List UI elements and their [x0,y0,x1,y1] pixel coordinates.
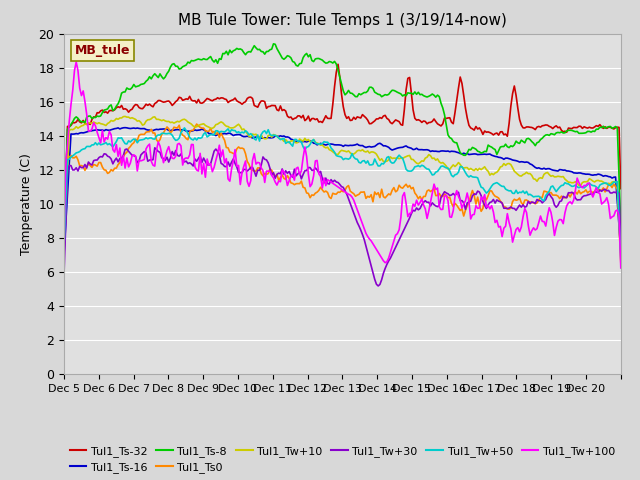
Tul1_Tw+10 [350,151,358,157]
Tul1_Tw+50 [550,186,558,192]
Line: Tul1_Ts0: Tul1_Ts0 [64,124,621,263]
Tul1_Tw+100 [60,238,68,244]
Tul1_Tw+10 [142,118,150,124]
Tul1_Ts-16 [454,150,462,156]
Line: Tul1_Tw+100: Tul1_Tw+100 [64,62,621,268]
Tul1_Tw+50 [350,154,358,160]
Title: MB Tule Tower: Tule Temps 1 (3/19/14-now): MB Tule Tower: Tule Temps 1 (3/19/14-now… [178,13,507,28]
Tul1_Tw+10 [519,172,527,178]
Tul1_Ts-8 [140,81,148,86]
Tul1_Ts-32 [140,104,148,109]
Tul1_Tw+30 [374,283,382,289]
Tul1_Tw+50 [519,188,527,194]
Line: Tul1_Tw+10: Tul1_Tw+10 [64,117,621,252]
Text: MB_tule: MB_tule [75,44,131,57]
Tul1_Ts-8 [60,224,68,229]
Line: Tul1_Ts-16: Tul1_Ts-16 [64,128,621,254]
Tul1_Tw+30 [350,210,358,216]
Tul1_Ts-32 [461,105,469,111]
Tul1_Tw+10 [461,165,469,170]
Tul1_Tw+30 [456,198,464,204]
Tul1_Ts0 [461,207,469,213]
Tul1_Ts-16 [60,251,68,257]
Tul1_Ts-16 [461,151,469,157]
Tul1_Tw+100 [72,59,80,65]
Tul1_Ts-32 [519,125,527,131]
Tul1_Ts-8 [454,145,462,151]
Tul1_Tw+50 [617,256,625,262]
Tul1_Tw+50 [180,125,188,131]
Tul1_Tw+100 [617,265,625,271]
Legend: Tul1_Ts-32, Tul1_Ts-16, Tul1_Ts-8, Tul1_Ts0, Tul1_Tw+10, Tul1_Tw+30, Tul1_Tw+50,: Tul1_Ts-32, Tul1_Ts-16, Tul1_Ts-8, Tul1_… [65,441,620,478]
Tul1_Ts-8 [550,132,558,138]
Tul1_Tw+50 [140,136,148,142]
Tul1_Tw+10 [60,250,68,255]
Line: Tul1_Tw+30: Tul1_Tw+30 [64,148,621,286]
Tul1_Ts-32 [617,186,625,192]
Tul1_Ts-8 [350,92,358,98]
Tul1_Tw+30 [521,204,529,210]
Tul1_Tw+50 [461,170,469,176]
Tul1_Ts-16 [550,168,558,173]
Tul1_Ts-16 [519,159,527,165]
Tul1_Ts0 [193,121,200,127]
Tul1_Tw+30 [140,149,148,155]
Tul1_Tw+100 [519,214,527,220]
Tul1_Ts0 [454,205,462,211]
Tul1_Ts0 [140,132,148,137]
Line: Tul1_Ts-32: Tul1_Ts-32 [64,64,621,252]
Tul1_Ts-8 [519,139,527,144]
Tul1_Ts-16 [617,248,625,254]
Tul1_Ts-32 [350,114,358,120]
Tul1_Tw+10 [550,174,558,180]
Tul1_Tw+30 [60,273,68,278]
Tul1_Tw+10 [454,160,462,166]
Tul1_Ts-16 [350,142,358,148]
Line: Tul1_Tw+50: Tul1_Tw+50 [64,128,621,259]
Tul1_Ts-32 [60,250,68,255]
Tul1_Ts-8 [269,41,277,47]
Tul1_Ts-32 [550,124,558,130]
Tul1_Tw+30 [463,200,471,206]
Y-axis label: Temperature (C): Temperature (C) [20,153,33,255]
Tul1_Ts0 [60,239,68,244]
Tul1_Tw+30 [552,204,560,210]
Tul1_Ts-16 [121,125,129,131]
Tul1_Ts-8 [461,153,469,158]
Tul1_Tw+10 [617,244,625,250]
Tul1_Ts-8 [617,223,625,229]
Tul1_Ts0 [519,202,527,208]
Tul1_Tw+30 [151,145,159,151]
Tul1_Tw+10 [121,114,129,120]
Tul1_Tw+100 [350,197,358,203]
Tul1_Tw+100 [142,146,150,152]
Tul1_Ts0 [350,191,358,197]
Tul1_Tw+30 [617,237,625,242]
Tul1_Ts-32 [454,85,462,91]
Tul1_Ts0 [550,192,558,198]
Tul1_Ts-32 [334,61,342,67]
Line: Tul1_Ts-8: Tul1_Ts-8 [64,44,621,227]
Tul1_Ts-16 [142,127,150,132]
Tul1_Tw+50 [60,243,68,249]
Tul1_Tw+100 [461,198,469,204]
Tul1_Ts0 [617,260,625,265]
Tul1_Tw+50 [454,169,462,175]
Tul1_Tw+100 [550,233,558,239]
Tul1_Tw+100 [454,193,462,199]
